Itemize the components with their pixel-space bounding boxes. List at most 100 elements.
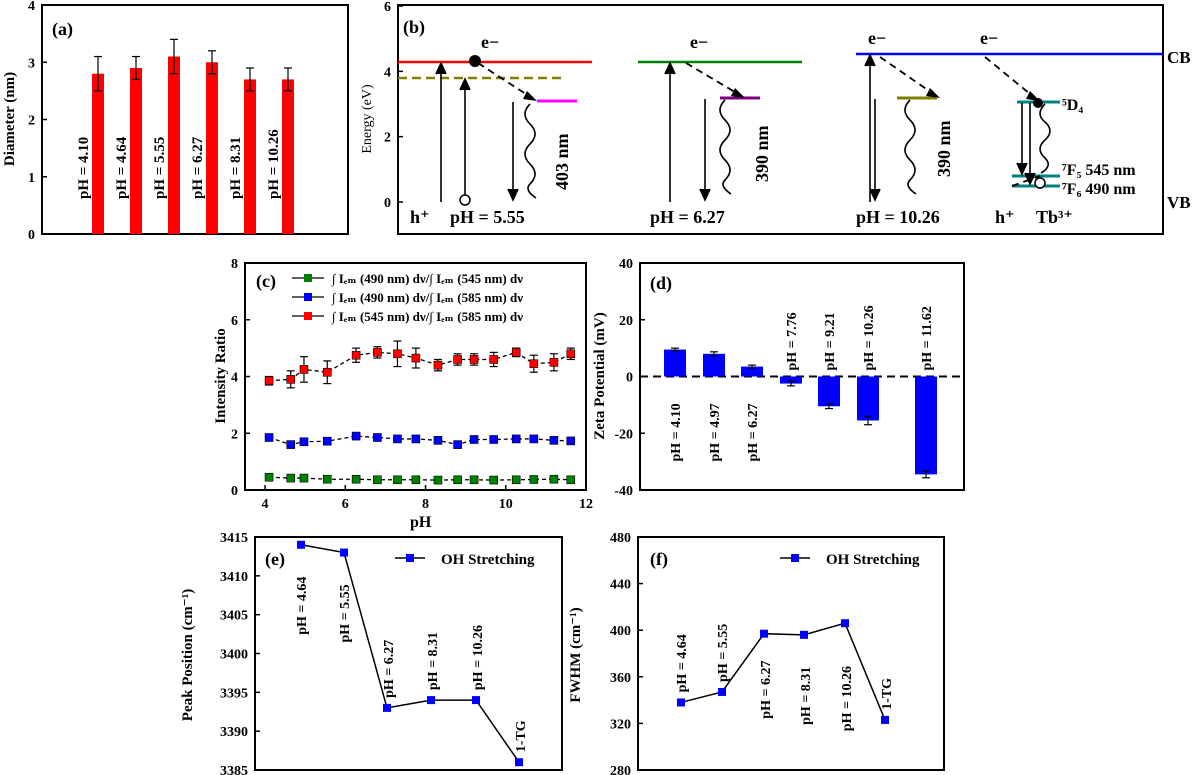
panel-c-legend: ∫ Iₑₘ (490 nm) dν/∫ Iₑₘ (545 nm) dν ∫ Iₑₘ… xyxy=(292,271,523,325)
data-point-c xyxy=(286,440,296,449)
panel-e-line: pH = 4.64 pH = 5.55 pH = 6.27 pH = 8.31 pH =… xyxy=(295,540,529,767)
data-point-c xyxy=(489,355,499,364)
panel-c-xlabel: pH xyxy=(410,514,432,531)
panel-a-ytick-label: 2 xyxy=(28,114,35,129)
data-point-c xyxy=(566,436,576,446)
emission-arrows xyxy=(507,99,1036,202)
data-point-c xyxy=(549,474,559,484)
panel-d-zeta-potential-chart: (d) Zeta Potential (mV) -40 -20 0 20 40 pH =… xyxy=(592,257,965,499)
data-point-c xyxy=(286,473,296,483)
data-point-c xyxy=(351,431,361,441)
point-label-f: pH = 6.27 xyxy=(759,661,774,719)
bar-d xyxy=(741,366,763,377)
panel-e-ytick-label: 3400 xyxy=(220,648,248,663)
data-point-c xyxy=(286,375,296,384)
hole-circle-1 xyxy=(459,194,471,206)
panel-e-ytick-label: 3415 xyxy=(220,531,248,546)
data-point-c xyxy=(433,360,443,370)
panel-b-ytick-label: 0 xyxy=(384,196,391,211)
data-point-c xyxy=(393,434,402,444)
data-point-c xyxy=(511,475,521,485)
panel-a-ytick-label: 3 xyxy=(28,56,35,71)
legend-c-marker xyxy=(304,312,312,320)
panel-d-y-ticks: -40 -20 0 20 40 xyxy=(614,257,645,499)
data-point-c xyxy=(373,475,382,485)
data-point-f xyxy=(881,715,889,724)
data-point-e xyxy=(383,703,391,712)
electron-label-4: e− xyxy=(980,28,998,48)
panel-d-ytick-label: 20 xyxy=(619,314,633,329)
panel-f-label: (f) xyxy=(650,549,668,570)
panel-c-xtick-label: 10 xyxy=(499,497,513,512)
bar-d xyxy=(780,376,802,384)
legend-c-label: ∫ Iₑₘ (545 nm) dν/∫ Iₑₘ (585 nm) dν xyxy=(331,309,523,325)
legend-c-marker xyxy=(304,293,312,301)
bar-a xyxy=(130,67,142,234)
data-point-c xyxy=(511,434,521,444)
panel-f-legend-label: OH Stretching xyxy=(826,552,920,568)
panel-c-ytick-label: 4 xyxy=(231,371,238,386)
data-point-c xyxy=(566,475,576,485)
data-point-f xyxy=(760,629,768,638)
panel-f-ytick-label: 400 xyxy=(610,624,631,639)
data-point-c xyxy=(322,474,332,484)
panel-f-ylabel: FWHM (cm⁻¹) xyxy=(568,607,584,702)
panel-c-xtick-label: 4 xyxy=(262,497,269,512)
point-label-f: pH = 4.64 xyxy=(675,634,690,692)
bar-d-category-label: pH = 6.27 xyxy=(746,403,761,461)
panel-b-ytick-label: 6 xyxy=(384,0,391,15)
panel-f-frame xyxy=(637,536,945,771)
data-point-c xyxy=(322,367,332,377)
data-point-c xyxy=(351,350,361,360)
panel-d-ytick-label: 40 xyxy=(619,257,633,272)
data-point-c xyxy=(411,353,421,363)
data-point-c xyxy=(373,433,382,442)
panel-c-ytick-label: 2 xyxy=(231,427,238,442)
tb-level-7f5-label: ⁷F₅ 545 nm xyxy=(1062,162,1136,179)
ph-label-10-26: pH = 10.26 xyxy=(856,207,940,227)
panel-b-label: (b) xyxy=(403,17,425,38)
bar-d xyxy=(703,353,725,377)
electron-dot-1 xyxy=(469,55,481,67)
panel-a-ytick-label: 4 xyxy=(28,0,35,14)
panel-e-ytick-label: 3385 xyxy=(220,764,248,775)
data-point-c xyxy=(322,436,332,446)
panel-b-ylabel: Energy (eV) xyxy=(360,84,375,154)
electron-label-3: e− xyxy=(868,28,886,48)
panel-b-ytick-label: 4 xyxy=(384,65,391,80)
panel-d-bars: pH = 4.10 pH = 4.97 pH = 6.27 pH = 7.76 pH =… xyxy=(640,305,964,479)
panel-f-legend: OH Stretching xyxy=(780,552,920,568)
bar-a xyxy=(168,56,180,235)
panel-c-xtick-label: 8 xyxy=(422,497,429,512)
vb-label: VB xyxy=(1167,193,1191,212)
data-point-c xyxy=(529,475,539,484)
bar-d-category-label: pH = 4.10 xyxy=(669,403,684,461)
panel-d-ytick-label: -20 xyxy=(614,427,633,442)
panel-d-ytick-label: 0 xyxy=(626,371,633,386)
point-label-f: 1-TG xyxy=(880,678,895,710)
bar-d-category-label: pH = 10.26 xyxy=(862,305,877,370)
electron-dot-2 xyxy=(1033,98,1043,108)
point-label-f: pH = 5.55 xyxy=(716,624,731,682)
data-point-c xyxy=(299,365,309,374)
dashed-transfer-arrows xyxy=(477,56,1041,187)
panel-d-label: (d) xyxy=(650,273,672,294)
electron-label-1: e− xyxy=(481,32,499,52)
data-point-f xyxy=(800,630,808,639)
data-point-c xyxy=(511,348,521,357)
data-point-c xyxy=(351,474,361,484)
panel-f-line: pH = 4.64 pH = 5.55 pH = 6.27 pH = 8.31 pH =… xyxy=(675,619,895,731)
point-label-e: pH = 6.27 xyxy=(382,640,397,698)
panel-e-label: (e) xyxy=(265,549,285,570)
panel-e-ytick-label: 3410 xyxy=(220,570,248,585)
panel-e-y-ticks: 3385 3390 3395 3400 3405 3410 3415 xyxy=(220,531,260,775)
point-label-e: pH = 10.26 xyxy=(471,625,486,690)
dashed-arrow-heads xyxy=(523,88,1040,101)
panel-e-ylabel: Peak Position (cm⁻¹) xyxy=(180,589,196,721)
data-point-c xyxy=(549,358,559,367)
electron-label-2: e− xyxy=(690,32,708,52)
excitation-arrows xyxy=(435,53,876,202)
series-line-e xyxy=(300,544,520,763)
hole-label-2: h⁺ xyxy=(995,207,1015,227)
